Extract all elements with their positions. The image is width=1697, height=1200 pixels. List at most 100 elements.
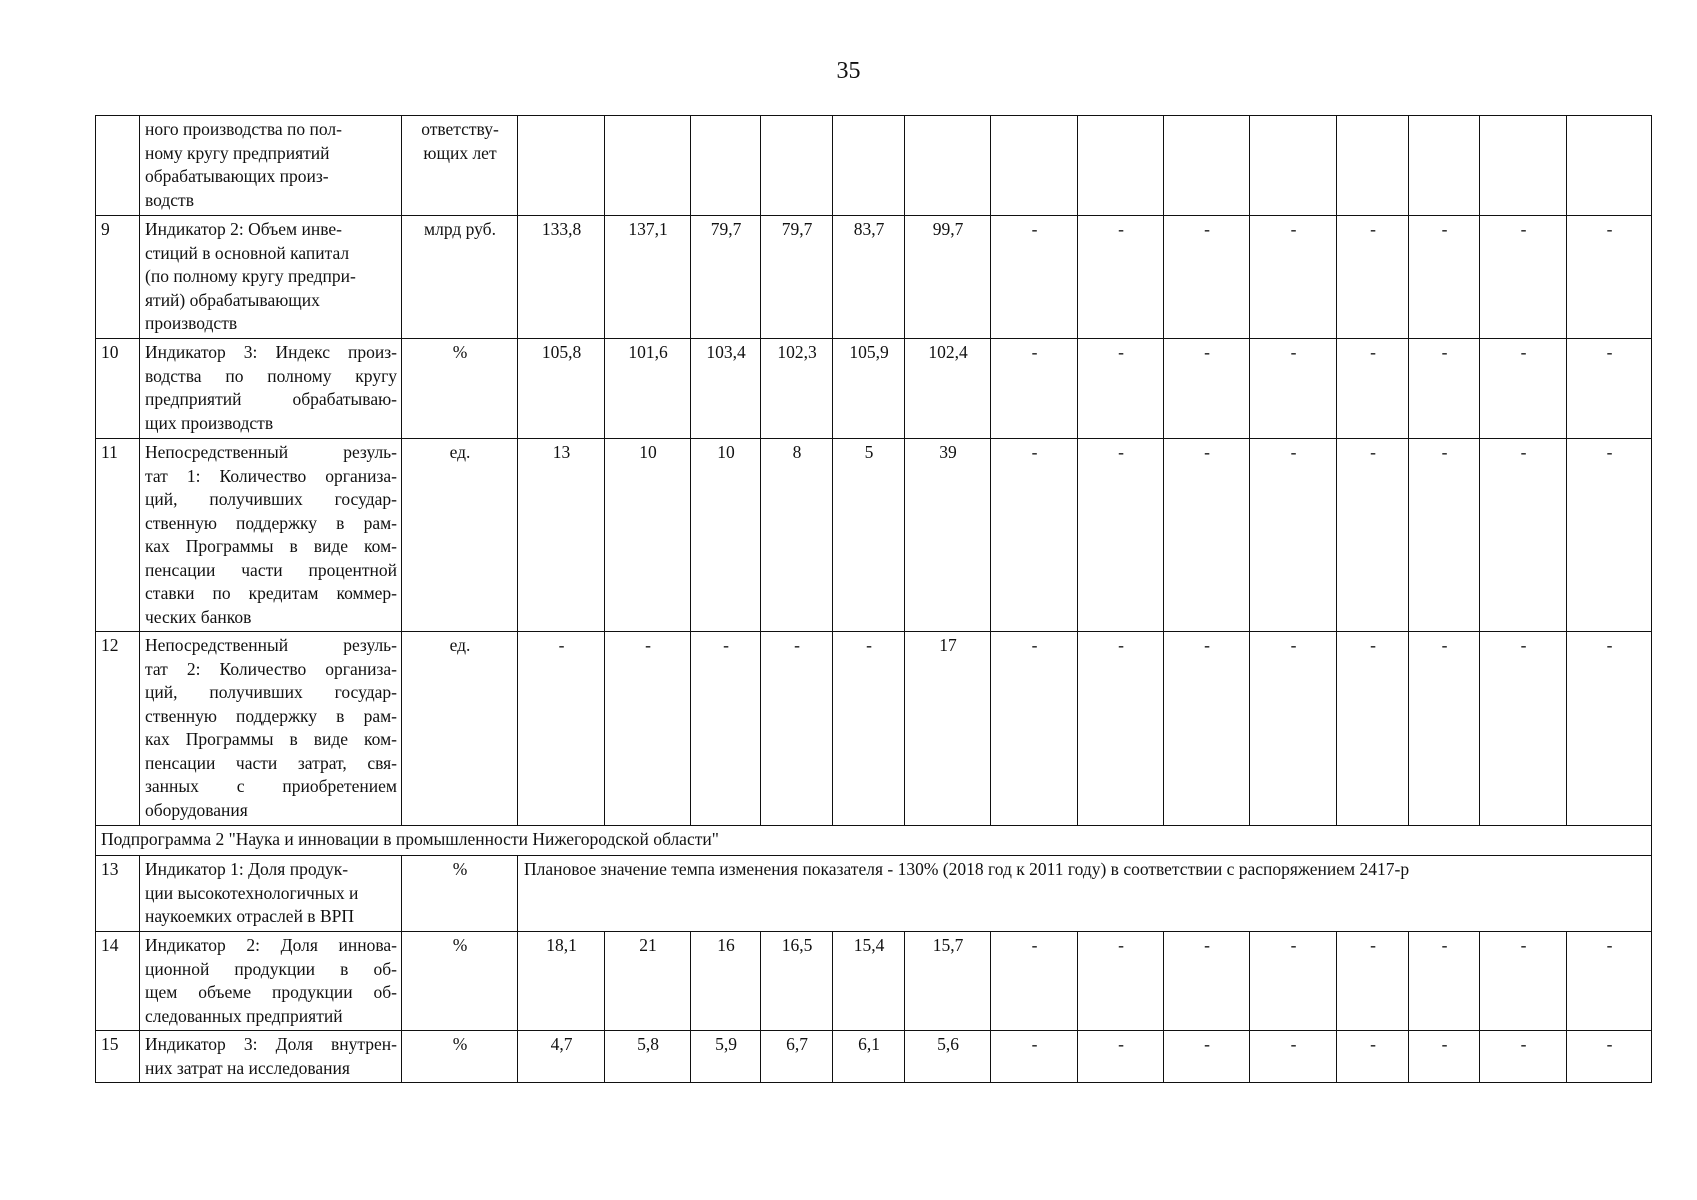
unit-cell: % — [401, 855, 518, 932]
description-line: Индикатор 1: Доля продук- — [145, 859, 349, 879]
value-cell: - — [1408, 438, 1480, 632]
description-line: обрабатывающих произ- — [145, 166, 329, 186]
value-cell: - — [990, 215, 1078, 339]
value-cell: - — [1479, 931, 1567, 1031]
indicator-description: Непосредственный резуль-тат 2: Количеств… — [139, 631, 402, 826]
table-row: ного производства по пол-ному кругу пред… — [95, 115, 1652, 216]
value-cell: 101,6 — [604, 338, 691, 439]
description-line: Индикатор 3: Индекс произ- — [145, 342, 397, 362]
unit-line: ющих лет — [423, 142, 497, 163]
value-cell: 5,9 — [690, 1030, 761, 1083]
value-cell — [1479, 115, 1567, 216]
value-cell: 133,8 — [517, 215, 605, 339]
value-cell — [1163, 115, 1250, 216]
value-cell: - — [990, 631, 1078, 826]
row-number: 13 — [95, 855, 140, 932]
table-row: 13 Индикатор 1: Доля продук-ции высокотех… — [95, 855, 1652, 932]
row-number: 15 — [95, 1030, 140, 1083]
value-cell: - — [760, 631, 833, 826]
description-line: ного производства по пол- — [145, 119, 342, 139]
value-cell: - — [517, 631, 605, 826]
row-number: 12 — [95, 631, 140, 826]
value-cell: 17 — [904, 631, 991, 826]
value-cell: 39 — [904, 438, 991, 632]
value-cell: - — [1077, 931, 1164, 1031]
value-cell: 16,5 — [760, 931, 833, 1031]
value-cell — [832, 115, 905, 216]
value-cell: 79,7 — [690, 215, 761, 339]
value-cell — [690, 115, 761, 216]
value-cell: - — [1336, 931, 1409, 1031]
description-line: Непосредственный резуль- — [145, 635, 397, 655]
value-cell: 99,7 — [904, 215, 991, 339]
value-cell: - — [1077, 338, 1164, 439]
value-cell: - — [1336, 1030, 1409, 1083]
value-cell: - — [1566, 931, 1652, 1031]
unit-line: млрд руб. — [424, 219, 496, 239]
value-cell: - — [1249, 1030, 1337, 1083]
value-cell: - — [1163, 438, 1250, 632]
value-cell — [904, 115, 991, 216]
value-cell: - — [1249, 931, 1337, 1031]
value-cell: - — [1163, 338, 1250, 439]
description-line: пенсации части процентной — [145, 559, 397, 580]
value-cell — [1566, 115, 1652, 216]
value-cell: - — [1163, 931, 1250, 1031]
description-line: занных с приобретением — [145, 776, 397, 796]
value-cell: 102,3 — [760, 338, 833, 439]
unit-cell: ответству-ющих лет — [401, 115, 518, 216]
value-cell: - — [832, 631, 905, 826]
value-cell — [604, 115, 691, 216]
unit-line: % — [452, 342, 468, 362]
value-cell: 8 — [760, 438, 833, 632]
value-cell: - — [1479, 215, 1567, 339]
value-cell — [990, 115, 1078, 216]
indicator-description: Индикатор 1: Доля продук-ции высокотехно… — [139, 855, 402, 932]
description-line: ственную поддержку в рам- — [145, 512, 397, 533]
value-cell: - — [1336, 631, 1409, 826]
value-cell: 5,8 — [604, 1030, 691, 1083]
row-number: 14 — [95, 931, 140, 1031]
value-cell: - — [1408, 931, 1480, 1031]
unit-cell: млрд руб. — [401, 215, 518, 339]
value-cell: - — [1077, 631, 1164, 826]
description-line: Непосредственный резуль- — [145, 442, 397, 462]
description-line: Индикатор 2: Объем инве- — [145, 219, 342, 239]
description-line: щих производств — [145, 412, 274, 433]
description-line: тат 2: Количество организа- — [145, 658, 397, 679]
value-cell: - — [1408, 215, 1480, 339]
value-cell: - — [1163, 1030, 1250, 1083]
value-cell: - — [1077, 1030, 1164, 1083]
unit-line: % — [452, 859, 468, 879]
indicator-description: Индикатор 3: Индекс произ-водства по пол… — [139, 338, 402, 439]
value-cell: 15,4 — [832, 931, 905, 1031]
description-line: (по полному кругу предпри- — [145, 266, 356, 286]
value-cell: 105,9 — [832, 338, 905, 439]
unit-line: % — [452, 935, 468, 955]
description-line: ках Программы в виде ком- — [145, 729, 397, 749]
value-cell: 105,8 — [517, 338, 605, 439]
value-cell — [1249, 115, 1337, 216]
value-cell: - — [1163, 215, 1250, 339]
value-cell: - — [1566, 631, 1652, 826]
description-line: тат 1: Количество организа- — [145, 465, 397, 486]
value-cell — [517, 115, 605, 216]
value-cell: 103,4 — [690, 338, 761, 439]
value-cell: 18,1 — [517, 931, 605, 1031]
value-cell: - — [1479, 1030, 1567, 1083]
value-cell: - — [1336, 215, 1409, 339]
description-line: Индикатор 3: Доля внутрен- — [145, 1034, 397, 1054]
value-cell: - — [1408, 631, 1480, 826]
table-row: 14 Индикатор 2: Доля иннова-ционной проду… — [95, 931, 1652, 1031]
unit-line: ед. — [449, 442, 471, 462]
description-line: предприятий обрабатываю- — [145, 389, 397, 409]
description-line: ках Программы в виде ком- — [145, 536, 397, 556]
value-cell: - — [990, 438, 1078, 632]
indicators-table: ного производства по пол-ному кругу пред… — [95, 115, 1652, 1083]
value-cell: 10 — [690, 438, 761, 632]
indicator-description: Индикатор 2: Объем инве-стиций в основно… — [139, 215, 402, 339]
description-line: ций, получивших государ- — [145, 489, 397, 509]
value-cell: 6,7 — [760, 1030, 833, 1083]
value-cell: - — [990, 1030, 1078, 1083]
table-row: 10 Индикатор 3: Индекс произ-водства по п… — [95, 338, 1652, 439]
